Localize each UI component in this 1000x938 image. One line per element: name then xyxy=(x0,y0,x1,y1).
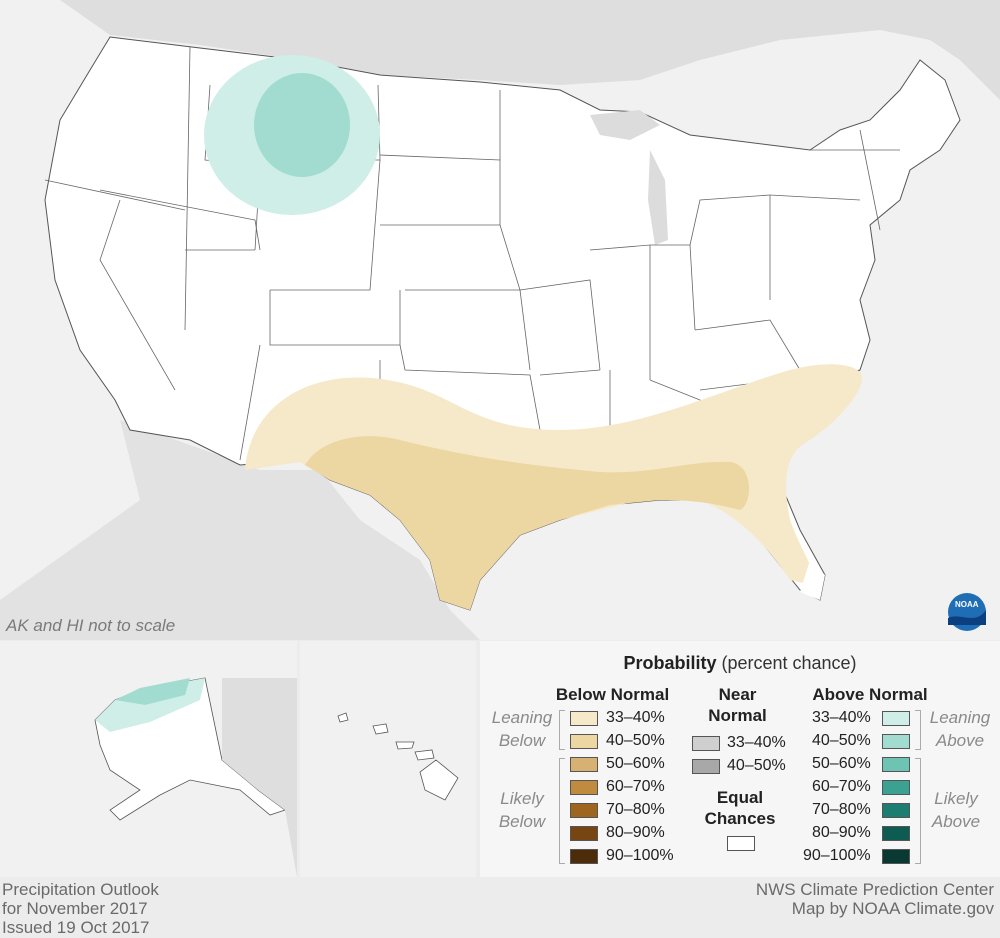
leaning-below-label: Leaning Below xyxy=(484,706,560,752)
leaning-above-bracket xyxy=(915,710,921,750)
equal-chances-heading-2: Chances xyxy=(704,809,776,828)
leaning-below-bracket xyxy=(559,710,565,750)
above-33-40-label: 33–40% xyxy=(812,709,871,726)
swatch-above-60-70 xyxy=(882,780,910,795)
leaning-below-line-2: Below xyxy=(498,731,546,750)
swatch-below-40-50 xyxy=(570,734,598,749)
footer-left-line-2: for November 2017 xyxy=(2,899,148,918)
swatch-near-40-50 xyxy=(692,759,720,774)
footer-right-line-1: NWS Climate Prediction Center xyxy=(755,880,994,899)
above-70-80-label: 70–80% xyxy=(812,801,871,818)
swatch-equal-chances xyxy=(727,836,755,851)
below-60-70-label: 60–70% xyxy=(606,778,665,795)
likely-above-line-2: Above xyxy=(931,812,981,831)
canada-landmass-inset xyxy=(222,678,297,877)
above-90-100-label: 90–100% xyxy=(803,847,871,864)
below-33-40-label: 33–40% xyxy=(606,709,665,726)
alaska-above-40-50-area xyxy=(115,678,190,705)
below-normal-heading: Below Normal xyxy=(555,685,670,704)
near-normal-heading: Near Normal xyxy=(690,684,785,726)
below-normal-40-50-area xyxy=(305,436,750,610)
lake-michigan xyxy=(648,150,668,245)
footer-left: Precipitation Outlook for November 2017 … xyxy=(2,880,159,937)
swatch-below-33-40 xyxy=(570,711,598,726)
canada-landmass xyxy=(60,0,1000,100)
hawaii-islands xyxy=(337,712,459,801)
likely-below-label: Likely Below xyxy=(484,787,560,833)
scale-note: AK and HI not to scale xyxy=(6,616,176,635)
leaning-above-line-1: Leaning xyxy=(929,708,991,727)
noaa-logo xyxy=(948,593,986,631)
swatch-above-33-40 xyxy=(882,711,910,726)
swatch-below-70-80 xyxy=(570,803,598,818)
noaa-logo-text: NOAA xyxy=(955,600,979,609)
noaa-logo-wave xyxy=(948,610,986,625)
below-50-60-label: 50–60% xyxy=(606,755,665,772)
near-normal-heading-2: Normal xyxy=(708,706,767,725)
leaning-below-line-1: Leaning xyxy=(491,708,553,727)
near-normal-heading-1: Near xyxy=(718,685,757,704)
above-40-50-label: 40–50% xyxy=(812,732,871,749)
hawaii-inset xyxy=(300,641,476,877)
legend-title: Probability (percent chance) xyxy=(480,653,1000,674)
near-40-50-label: 40–50% xyxy=(727,757,786,774)
likely-above-bracket xyxy=(915,758,921,864)
below-70-80-label: 70–80% xyxy=(606,801,665,818)
likely-below-line-2: Below xyxy=(498,812,546,831)
below-80-90-label: 80–90% xyxy=(606,824,665,841)
leaning-above-line-2: Above xyxy=(935,731,985,750)
equal-chances-heading: Equal Chances xyxy=(690,787,790,829)
mexico-landmass xyxy=(0,420,480,640)
footer-right-line-2: Map by NOAA Climate.gov xyxy=(791,899,994,918)
leaning-above-label: Leaning Above xyxy=(922,706,998,752)
near-33-40-label: 33–40% xyxy=(727,734,786,751)
above-normal-heading: Above Normal xyxy=(812,685,928,704)
swatch-above-70-80 xyxy=(882,803,910,818)
swatch-below-80-90 xyxy=(570,826,598,841)
swatch-below-60-70 xyxy=(570,780,598,795)
legend-title-rest: (percent chance) xyxy=(716,653,857,673)
above-normal-40-50-area xyxy=(254,73,350,177)
swatch-above-40-50 xyxy=(882,734,910,749)
swatch-above-90-100 xyxy=(882,849,910,864)
likely-above-label: Likely Above xyxy=(922,787,990,833)
likely-above-line-1: Likely xyxy=(934,789,978,808)
above-60-70-label: 60–70% xyxy=(812,778,871,795)
south-florida-equal-chances xyxy=(800,560,825,600)
legend-title-bold: Probability xyxy=(623,653,717,673)
likely-below-line-1: Likely xyxy=(500,789,544,808)
below-90-100-label: 90–100% xyxy=(606,847,674,864)
below-40-50-label: 40–50% xyxy=(606,732,665,749)
above-80-90-label: 80–90% xyxy=(812,824,871,841)
likely-below-bracket xyxy=(559,758,565,864)
swatch-near-33-40 xyxy=(692,736,720,751)
lake-superior xyxy=(590,110,660,140)
swatch-above-80-90 xyxy=(882,826,910,841)
swatch-below-90-100 xyxy=(570,849,598,864)
swatch-above-50-60 xyxy=(882,757,910,772)
equal-chances-heading-1: Equal xyxy=(716,788,764,807)
footer-left-line-1: Precipitation Outlook xyxy=(2,880,159,899)
swatch-below-50-60 xyxy=(570,757,598,772)
above-50-60-label: 50–60% xyxy=(812,755,871,772)
footer-left-line-3: Issued 19 Oct 2017 xyxy=(2,918,150,937)
footer-right: NWS Climate Prediction Center Map by NOA… xyxy=(756,880,994,918)
